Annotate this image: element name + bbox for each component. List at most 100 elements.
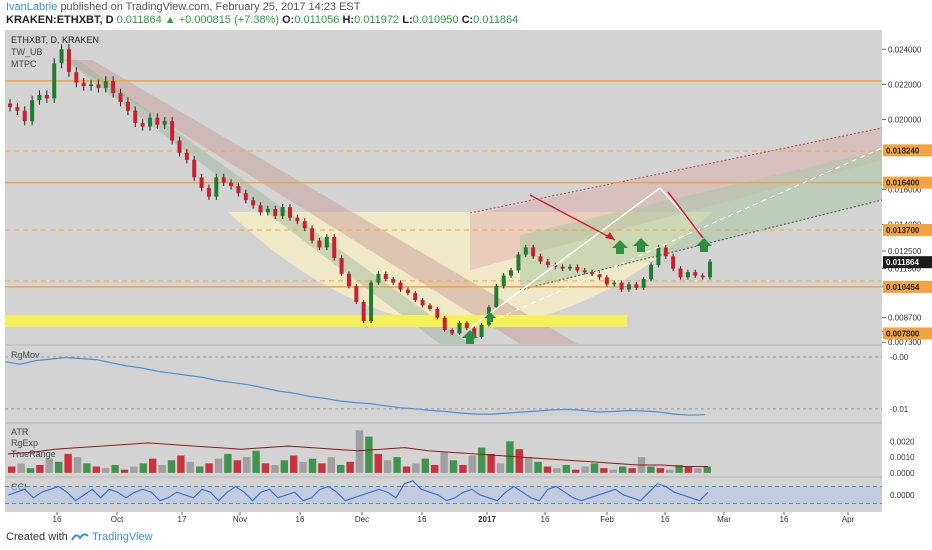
candle-up <box>626 284 631 290</box>
candle-up <box>37 94 42 101</box>
candle-down <box>575 266 580 271</box>
candle-down <box>15 107 20 111</box>
candle-up <box>265 208 270 213</box>
atr-bar <box>318 463 326 473</box>
atr-tick-label: 0.0000 <box>890 469 915 478</box>
atr-bar <box>261 463 270 473</box>
ohlc-line: KRAKEN:ETHXBT, D 0.011864 ▲ +0.000815 (+… <box>6 14 518 26</box>
candle-down <box>597 273 602 278</box>
atr-bar <box>92 466 100 473</box>
main-legend-tw-ub: TW_UB <box>11 47 43 57</box>
candle-down <box>560 266 565 269</box>
atr-bar <box>205 463 213 473</box>
atr-bar <box>111 464 119 473</box>
atr-bar <box>666 469 674 473</box>
candle-down <box>288 207 292 218</box>
candle-down <box>442 317 447 330</box>
tradingview-link[interactable]: TradingView <box>92 531 153 543</box>
last-price: 0.011864 <box>116 14 162 26</box>
author-link[interactable]: IvanLabrie <box>6 1 58 13</box>
candle-up <box>214 177 219 197</box>
candle-down <box>413 293 418 301</box>
cci-band <box>5 486 882 504</box>
x-tick-label: Dec <box>355 515 369 524</box>
atr-bar <box>120 469 129 473</box>
open-value: 0.011056 <box>294 14 340 26</box>
candle-down <box>111 80 116 94</box>
atr-tick-label: 0.0010 <box>890 453 915 462</box>
atr-bar <box>158 464 166 473</box>
atr-line <box>7 442 708 467</box>
candle-down <box>634 284 639 288</box>
price-label-text: 0.016400 <box>886 179 920 188</box>
candles-layer <box>8 44 712 339</box>
candle-up <box>148 117 152 127</box>
price-label-text: 0.018240 <box>886 146 920 155</box>
chart-canvas[interactable]: ETHXBT, D, KRAKEN TW_UB MTPC RgMov ATR R… <box>0 0 932 526</box>
candle-down <box>346 273 351 287</box>
candle-down <box>192 159 197 178</box>
x-tick-label: 16 <box>53 515 62 524</box>
atr-bar <box>64 453 72 473</box>
candle-down <box>310 228 315 241</box>
support-zone-yellow <box>5 315 627 327</box>
down-channel-upper <box>65 60 578 344</box>
atr-bar <box>196 466 204 473</box>
candle-down <box>531 247 536 257</box>
candle-down <box>332 236 337 259</box>
candle-down <box>66 49 71 73</box>
red-trend-arrow <box>529 194 616 241</box>
candle-down <box>295 217 300 222</box>
low-value: 0.010950 <box>412 14 459 26</box>
price-label-box <box>883 176 932 189</box>
atr-bar <box>252 450 260 473</box>
atr-bar <box>177 455 185 473</box>
price-axis[interactable] <box>882 30 932 512</box>
candle-down <box>582 270 587 273</box>
candle-down <box>464 322 469 329</box>
price-label-box <box>883 256 932 269</box>
candle-down <box>398 282 403 290</box>
candle-down <box>590 272 595 274</box>
atr-bar <box>487 453 495 473</box>
atr-bar <box>83 463 91 473</box>
candle-down <box>243 193 248 201</box>
y-tick-label: 0.024000 <box>888 45 922 54</box>
atr-bar <box>449 460 458 473</box>
arrow-up-line <box>469 187 661 329</box>
close-value: 0.011864 <box>473 14 519 26</box>
atr-legend: ATR <box>11 427 29 437</box>
atr-bar <box>17 463 25 473</box>
price-label-box <box>883 280 932 293</box>
candle-down <box>317 240 322 248</box>
candle-up <box>685 272 690 278</box>
candle-up <box>324 236 329 248</box>
green-up-arrow-icon <box>696 238 712 252</box>
x-tick-label: Apr <box>842 515 855 524</box>
change-arrow-icon: ▲ <box>164 14 176 26</box>
candle-down <box>538 256 543 262</box>
candle-down <box>221 177 226 183</box>
candle-down <box>619 282 624 290</box>
rgmov-layer: -0.00 -0.01 <box>4 353 909 416</box>
atr-bar <box>130 466 138 473</box>
atr-bar <box>102 468 110 473</box>
atr-bar <box>384 460 392 473</box>
change-value: +0.000815 (+7.38%) <box>178 14 280 26</box>
rgmov-tick-label: -0.00 <box>890 353 909 362</box>
candle-up <box>59 49 64 64</box>
candle-down <box>118 93 123 102</box>
candle-down <box>125 101 130 111</box>
candle-up <box>516 254 521 271</box>
x-tick-label: 16 <box>418 515 427 524</box>
atr-bar <box>609 469 617 473</box>
atr-bar <box>36 464 44 473</box>
candle-down <box>74 72 79 83</box>
atr-bar <box>393 457 401 473</box>
candle-down <box>700 275 705 278</box>
x-tick-label: 17 <box>178 515 187 524</box>
x-axis-labels: 16 Oct 17 Nov 16 Dec 16 2017 16 Feb 16 Mar 16 Apr <box>53 512 855 524</box>
x-tick-label: Feb <box>600 515 614 524</box>
atr-bar <box>233 460 241 473</box>
candle-down <box>671 256 676 269</box>
